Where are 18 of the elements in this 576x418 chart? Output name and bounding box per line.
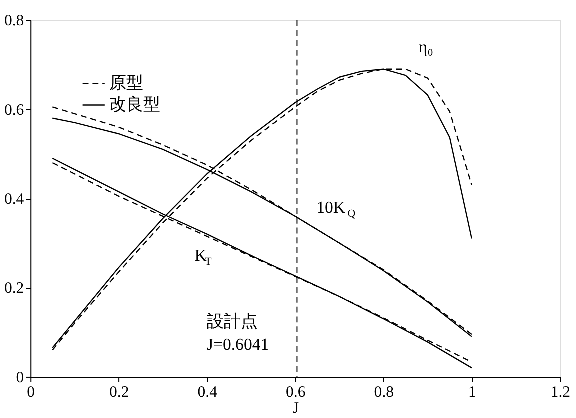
- y-tick-label: 0: [16, 369, 24, 386]
- annotation: J=0.6041: [206, 335, 270, 354]
- x-tick-label: 0.2: [110, 384, 130, 402]
- x-tick-label: 0.4: [198, 384, 218, 402]
- legend-label: 原型: [110, 73, 144, 92]
- x-tick-label: 0.6: [286, 384, 306, 402]
- y-tick-label: 0.8: [4, 12, 24, 30]
- annotation: 設計点: [206, 312, 258, 332]
- legend-label: 改良型: [110, 95, 161, 114]
- y-tick-label: 0.2: [4, 280, 24, 298]
- x-tick-label: 0: [27, 384, 36, 402]
- x-tick-label: 1: [468, 384, 476, 402]
- y-tick-label: 0.4: [4, 191, 24, 208]
- x-tick-label: 1.2: [550, 384, 571, 402]
- y-tick-label: 0.6: [4, 102, 24, 119]
- x-axis-title: J: [292, 400, 299, 418]
- annotation: η₀: [418, 37, 434, 56]
- x-tick-label: 0.8: [374, 384, 394, 402]
